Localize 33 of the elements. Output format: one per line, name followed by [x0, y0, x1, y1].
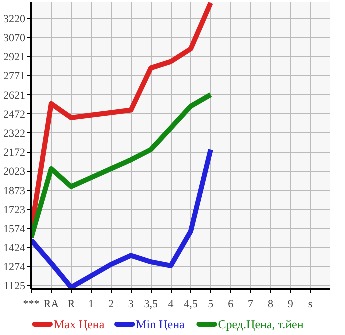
y-tick-label: 2472 — [4, 108, 26, 121]
y-tick-label: 2921 — [4, 52, 26, 64]
y-tick-label: 3220 — [4, 13, 26, 26]
x-tick-label: R — [68, 298, 76, 310]
legend-label: Min Цена — [136, 318, 186, 332]
x-tick-label: 6 — [228, 298, 234, 310]
y-tick-label: 1274 — [4, 262, 26, 274]
y-tick-label: 3070 — [4, 32, 26, 45]
y-tick-label: 2621 — [4, 90, 26, 102]
x-tick-label: 4,5 — [184, 298, 198, 310]
x-tick-label: 5 — [208, 298, 214, 310]
y-tick-label: 1574 — [4, 223, 26, 236]
y-tick-label: 1723 — [4, 204, 26, 216]
x-tick-label: 3,5 — [144, 298, 158, 310]
x-tick-label: 3 — [128, 298, 134, 310]
y-tick-label: 2172 — [4, 147, 26, 160]
y-tick-label: 1125 — [4, 280, 26, 293]
x-tick-label: 2 — [108, 298, 114, 310]
x-tick-label: s — [308, 298, 313, 310]
x-tick-label: *** — [23, 298, 40, 310]
legend-label: Сред.Цена, т.йен — [218, 318, 304, 332]
x-tick-label: 9 — [288, 298, 294, 310]
y-tick-label: 1873 — [4, 185, 26, 198]
y-tick-label: 1424 — [4, 242, 26, 255]
y-tick-label: 2322 — [4, 128, 26, 140]
x-tick-label: RA — [44, 298, 60, 310]
x-tick-label: 8 — [268, 298, 274, 310]
x-tick-label: 1 — [88, 298, 94, 310]
x-tick-label: 7 — [248, 298, 254, 310]
y-tick-label: 2023 — [4, 166, 26, 178]
legend-label: Max Цена — [54, 318, 106, 332]
x-tick-label: 4 — [168, 298, 174, 310]
y-tick-label: 2771 — [4, 70, 26, 83]
